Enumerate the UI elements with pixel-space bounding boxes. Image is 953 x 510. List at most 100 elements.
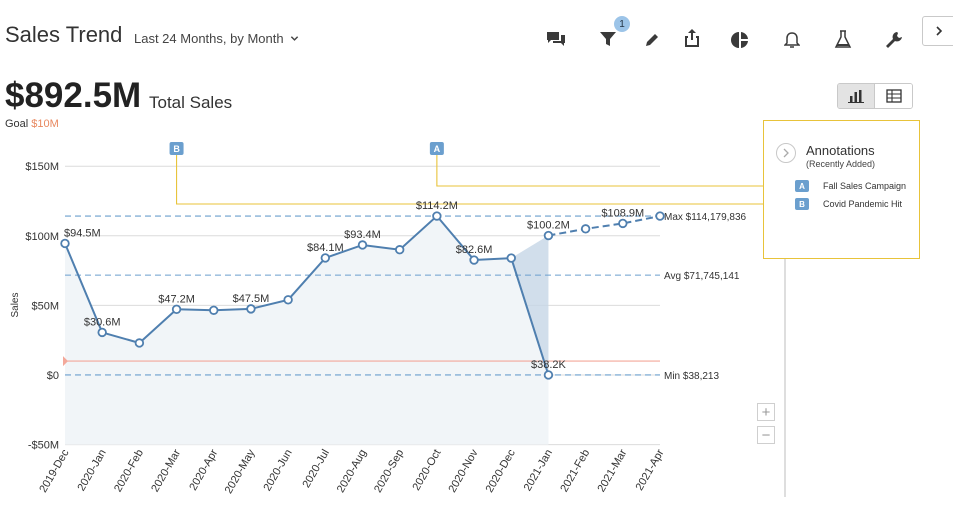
data-label: $30.6M: [84, 316, 121, 328]
x-tick-label: 2020-Jan: [75, 448, 108, 494]
annotations-expand-button[interactable]: [776, 143, 796, 163]
x-tick-label: 2020-Aug: [335, 448, 369, 495]
view-toggle: [837, 83, 913, 109]
data-label: $100.2M: [527, 220, 570, 232]
data-label: $84.1M: [307, 242, 344, 254]
filter-icon[interactable]: [595, 26, 621, 52]
forecast-point: [618, 218, 628, 229]
y-tick-label: $50M: [31, 300, 59, 312]
x-tick-label: 2020-Apr: [187, 447, 220, 492]
annotation-marker: [169, 142, 184, 155]
data-point: [469, 255, 479, 265]
pie-chart-icon[interactable]: [727, 27, 753, 53]
goal-row: Goal $10M: [5, 118, 59, 130]
data-point: [506, 253, 516, 263]
x-tick-label: 2020-Oct: [410, 448, 443, 493]
min-reference-label: Min $38,213: [664, 371, 719, 382]
chevron-right-icon: [936, 26, 943, 36]
goal-value: $10M: [31, 118, 59, 130]
annotation-tag: B: [795, 198, 809, 210]
chevron-down-icon: [290, 36, 298, 41]
avg-reference-label: Avg $71,745,141: [664, 271, 740, 282]
data-label: $38.2K: [531, 359, 567, 371]
x-tick-label: 2020-May: [223, 447, 258, 496]
share-icon[interactable]: [679, 25, 705, 51]
actual-sales-line: [64, 214, 550, 376]
data-point: [60, 238, 70, 249]
chart-view-button[interactable]: [838, 84, 875, 108]
flask-icon[interactable]: [830, 27, 856, 53]
table-view-button[interactable]: [875, 84, 912, 108]
annotation-item-b[interactable]: B Covid Pandemic Hit: [795, 198, 902, 210]
data-point: [432, 211, 442, 221]
comments-icon[interactable]: [543, 26, 569, 52]
data-point: [357, 240, 368, 250]
annotation-label: Covid Pandemic Hit: [823, 199, 903, 209]
page-title: Sales Trend: [5, 22, 123, 47]
minus-icon: −: [761, 426, 771, 444]
zoom-in-button[interactable]: +: [757, 403, 775, 421]
annotation-label: Fall Sales Campaign: [823, 181, 907, 191]
data-point: [283, 295, 293, 305]
x-tick-label: 2020-Feb: [112, 448, 146, 495]
x-tick-label: 2021-Apr: [634, 447, 667, 492]
data-label: $82.6M: [456, 244, 493, 256]
annotation-marker: [429, 142, 444, 155]
annotation-item-a[interactable]: A Fall Sales Campaign: [795, 180, 906, 192]
zoom-out-button[interactable]: −: [757, 426, 775, 444]
data-label: $108.9M: [601, 207, 644, 219]
forecast-point: [580, 224, 591, 234]
drop-highlight-region: [511, 235, 549, 375]
period-label: Last 24 Months, by Month: [134, 31, 284, 46]
y-tick-label: $100M: [25, 231, 59, 243]
bar-chart-icon: [848, 90, 864, 103]
y-tick-label: $150M: [25, 161, 59, 173]
goal-label: Goal: [5, 118, 29, 130]
pen-icon[interactable]: [639, 27, 665, 53]
forecast-sales-line: [548, 215, 661, 237]
data-point: [394, 245, 405, 255]
bell-icon[interactable]: [779, 27, 805, 53]
x-tick-label: 2020-Jul: [300, 448, 331, 491]
sales-area: [65, 216, 549, 445]
annotation-marker-label: A: [434, 144, 441, 154]
filter-count-badge: 1: [614, 16, 630, 32]
data-point: [543, 370, 554, 380]
goal-marker: [63, 356, 68, 367]
x-tick-label: 2021-Jan: [522, 448, 555, 494]
x-tick-label: 2020-Jun: [261, 448, 294, 494]
wrench-icon[interactable]: [881, 27, 907, 53]
x-tick-label: 2020-Mar: [149, 447, 183, 494]
data-label: $47.5M: [233, 293, 270, 305]
max-reference-label: Max $114,179,836: [664, 212, 747, 223]
annotation-connector: [176, 155, 795, 205]
period-dropdown[interactable]: Last 24 Months, by Month: [134, 31, 299, 46]
collapse-panel-button[interactable]: [922, 16, 953, 46]
annotation-connector: [436, 155, 795, 187]
table-icon: [885, 89, 902, 103]
chevron-right-icon: [783, 148, 789, 158]
annotation-marker-label: B: [173, 144, 180, 154]
x-tick-label: 2021-Mar: [595, 447, 629, 494]
data-label: $114.2M: [416, 200, 458, 212]
plus-icon: +: [761, 403, 771, 421]
data-label: $47.2M: [158, 293, 195, 305]
forecast-point: [543, 230, 554, 241]
total-sales-value: $892.5M: [5, 76, 142, 115]
annotation-tag: A: [795, 180, 809, 192]
data-point: [97, 327, 107, 338]
annotations-title: Annotations: [806, 143, 875, 158]
data-point: [209, 305, 219, 315]
y-tick-label: $0: [47, 370, 59, 382]
forecast-point: [655, 211, 665, 221]
data-point: [320, 253, 331, 263]
data-point: [134, 338, 145, 348]
x-tick-label: 2021-Feb: [558, 448, 592, 495]
x-tick-label: 2020-Dec: [484, 447, 518, 495]
data-point: [171, 304, 182, 314]
data-label: $93.4M: [344, 229, 381, 241]
data-point: [246, 304, 256, 314]
y-axis-label: Sales: [10, 292, 21, 317]
x-tick-label: 2020-Nov: [446, 447, 480, 495]
